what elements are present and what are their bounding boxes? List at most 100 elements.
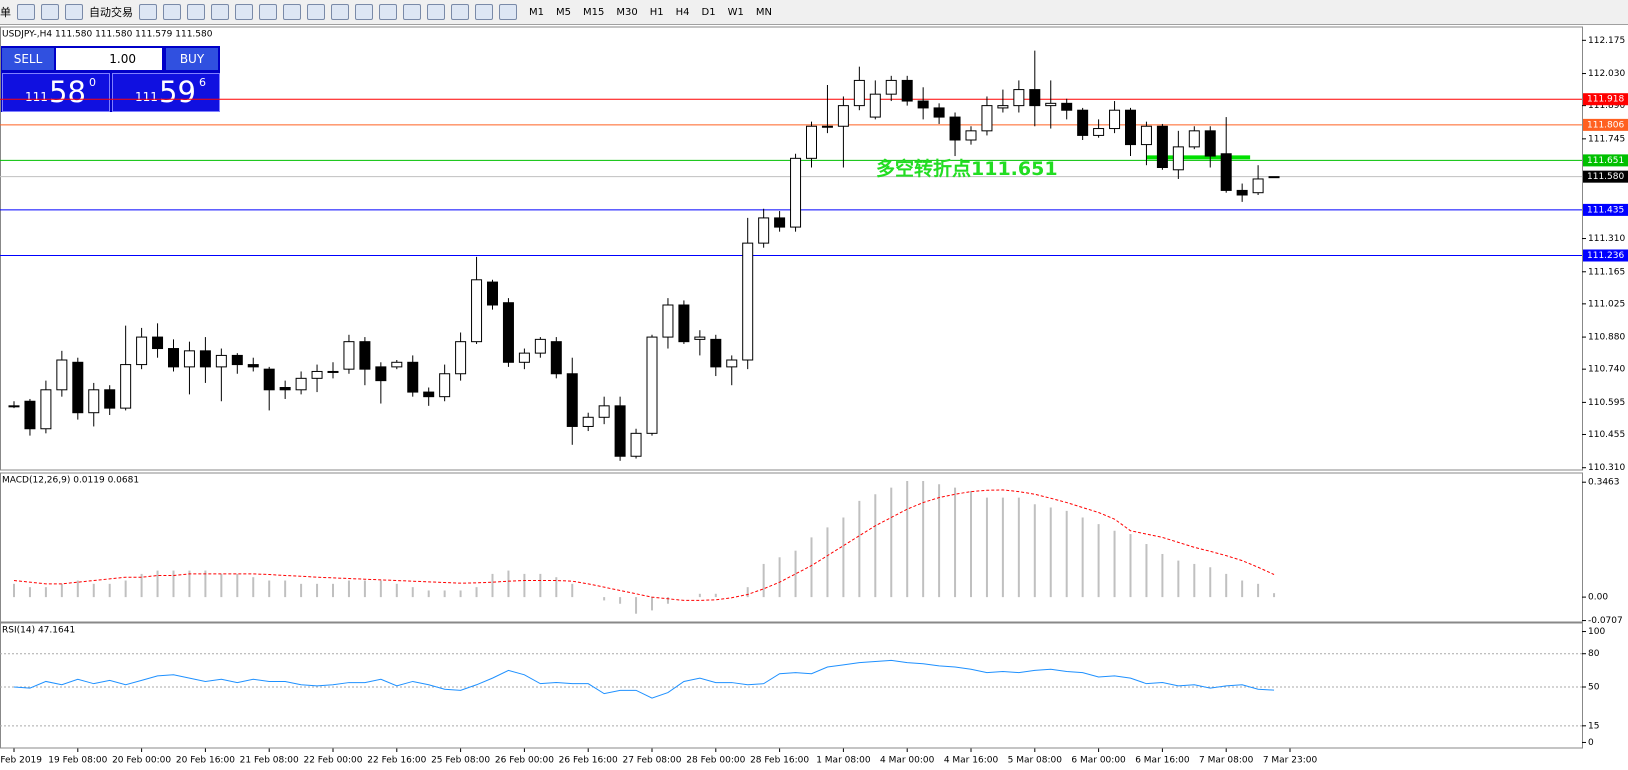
y-tick-label: 100	[1588, 627, 1605, 637]
bid-price[interactable]: 111 58 0	[2, 73, 110, 112]
candle-body	[1156, 125, 1168, 168]
timeframe-button[interactable]: M30	[616, 6, 638, 18]
icon[interactable]	[163, 4, 181, 20]
timeframe-button[interactable]: M1	[529, 6, 544, 18]
candle-body	[1109, 109, 1121, 130]
icon[interactable]	[235, 4, 253, 20]
price-prefix: 111	[25, 90, 48, 104]
candle-body	[550, 341, 562, 375]
chart: USDJPY-,H4 111.580 111.580 111.579 111.5…	[0, 26, 1628, 766]
x-tick-label: 4 Mar 00:00	[880, 756, 935, 766]
icon[interactable]	[451, 4, 469, 20]
y-tick-label: 50	[1588, 683, 1600, 693]
candle-body	[662, 304, 674, 338]
timeframe-button[interactable]: MN	[755, 6, 772, 18]
candle-body	[199, 350, 211, 368]
lot-input[interactable]: 1.00	[56, 48, 162, 70]
candle-body	[1252, 178, 1264, 194]
y-tick-label: 111.890	[1588, 101, 1625, 111]
candle-body	[837, 105, 849, 127]
candle-body	[359, 341, 371, 370]
icon[interactable]	[307, 4, 325, 20]
sell-button[interactable]: SELL	[2, 48, 54, 70]
timeframe-button[interactable]: M15	[583, 6, 605, 18]
x-tick-label: 7 Mar 23:00	[1263, 756, 1318, 766]
icon[interactable]	[475, 4, 493, 20]
candle-body	[407, 361, 419, 393]
candle-body	[1188, 130, 1200, 148]
candle-body	[423, 391, 435, 398]
icon[interactable]	[139, 4, 157, 20]
candle-body	[1172, 146, 1184, 171]
icon[interactable]	[331, 4, 349, 20]
autotrade-button[interactable]: 自动交易	[89, 6, 133, 19]
candle-body	[949, 116, 961, 141]
icon[interactable]	[427, 4, 445, 20]
price-level-label: 111.236	[1587, 251, 1624, 261]
candle-body	[742, 242, 754, 361]
y-tick-label: 110.310	[1588, 463, 1625, 473]
candle-body	[231, 354, 243, 366]
candle-body	[455, 341, 467, 375]
candle-body	[901, 79, 913, 102]
candle-body	[343, 341, 355, 370]
timeframe-button[interactable]: H4	[675, 6, 690, 18]
candle-body	[327, 370, 339, 373]
price-level-label: 111.651	[1587, 156, 1624, 166]
x-tick-label: 6 Mar 16:00	[1135, 756, 1190, 766]
y-tick-label: 110.455	[1588, 430, 1625, 440]
candle-body	[853, 79, 865, 107]
candle-body	[104, 389, 116, 409]
icon[interactable]	[187, 4, 205, 20]
icon[interactable]	[259, 4, 277, 20]
y-tick-label: 0	[1588, 738, 1594, 748]
candle-body	[694, 336, 706, 340]
icon[interactable]	[403, 4, 421, 20]
x-tick-label: 6 Mar 00:00	[1071, 756, 1126, 766]
candle-body	[136, 336, 148, 366]
icon[interactable]	[65, 4, 83, 20]
candle-body	[1045, 102, 1057, 107]
y-tick-label: -0.0707	[1588, 616, 1623, 626]
icon[interactable]	[283, 4, 301, 20]
y-tick-label: 112.030	[1588, 69, 1625, 79]
candle-body	[806, 125, 817, 159]
price-big: 59	[159, 75, 196, 109]
toolbar: 单 自动交易 M1 M5 M15 M30 H1 H4 D1 W1 MN	[0, 0, 1628, 25]
y-tick-label: 111.745	[1588, 134, 1625, 144]
candle-body	[758, 217, 770, 244]
x-tick-label: 25 Feb 08:00	[431, 756, 490, 766]
candle-body	[120, 364, 132, 409]
candle-body	[965, 130, 977, 141]
panel-frame	[0, 622, 1583, 749]
annotation: 多空转折点111.651	[876, 157, 1058, 180]
timeframe-button[interactable]: D1	[701, 6, 716, 18]
icon[interactable]	[41, 4, 59, 20]
price-level-label: 111.580	[1587, 172, 1624, 182]
x-tick-label: 19 Feb 08:00	[48, 756, 107, 766]
price-level-box	[1583, 249, 1628, 262]
x-tick-label: 7 Mar 08:00	[1199, 756, 1254, 766]
candle-body	[263, 368, 275, 391]
candle-body	[726, 359, 738, 368]
icon[interactable]	[211, 4, 229, 20]
candle-body	[40, 389, 52, 430]
x-tick-label: 20 Feb 00:00	[112, 756, 171, 766]
menu[interactable]: 单	[0, 6, 11, 19]
candle-body	[56, 359, 68, 391]
icon[interactable]	[499, 4, 517, 20]
candle-body	[1236, 189, 1248, 196]
icon[interactable]	[17, 4, 35, 20]
candle-body	[152, 336, 164, 350]
price-level-box	[1583, 154, 1628, 167]
timeframe-button[interactable]: W1	[727, 6, 744, 18]
ask-price[interactable]: 111 59 6	[112, 73, 220, 112]
icon[interactable]	[355, 4, 373, 20]
price-level-label: 111.435	[1587, 205, 1624, 215]
timeframe-button[interactable]: M5	[556, 6, 571, 18]
timeframe-button[interactable]: H1	[649, 6, 664, 18]
buy-button[interactable]: BUY	[166, 48, 218, 70]
icon[interactable]	[379, 4, 397, 20]
price-level-box	[1583, 118, 1628, 131]
